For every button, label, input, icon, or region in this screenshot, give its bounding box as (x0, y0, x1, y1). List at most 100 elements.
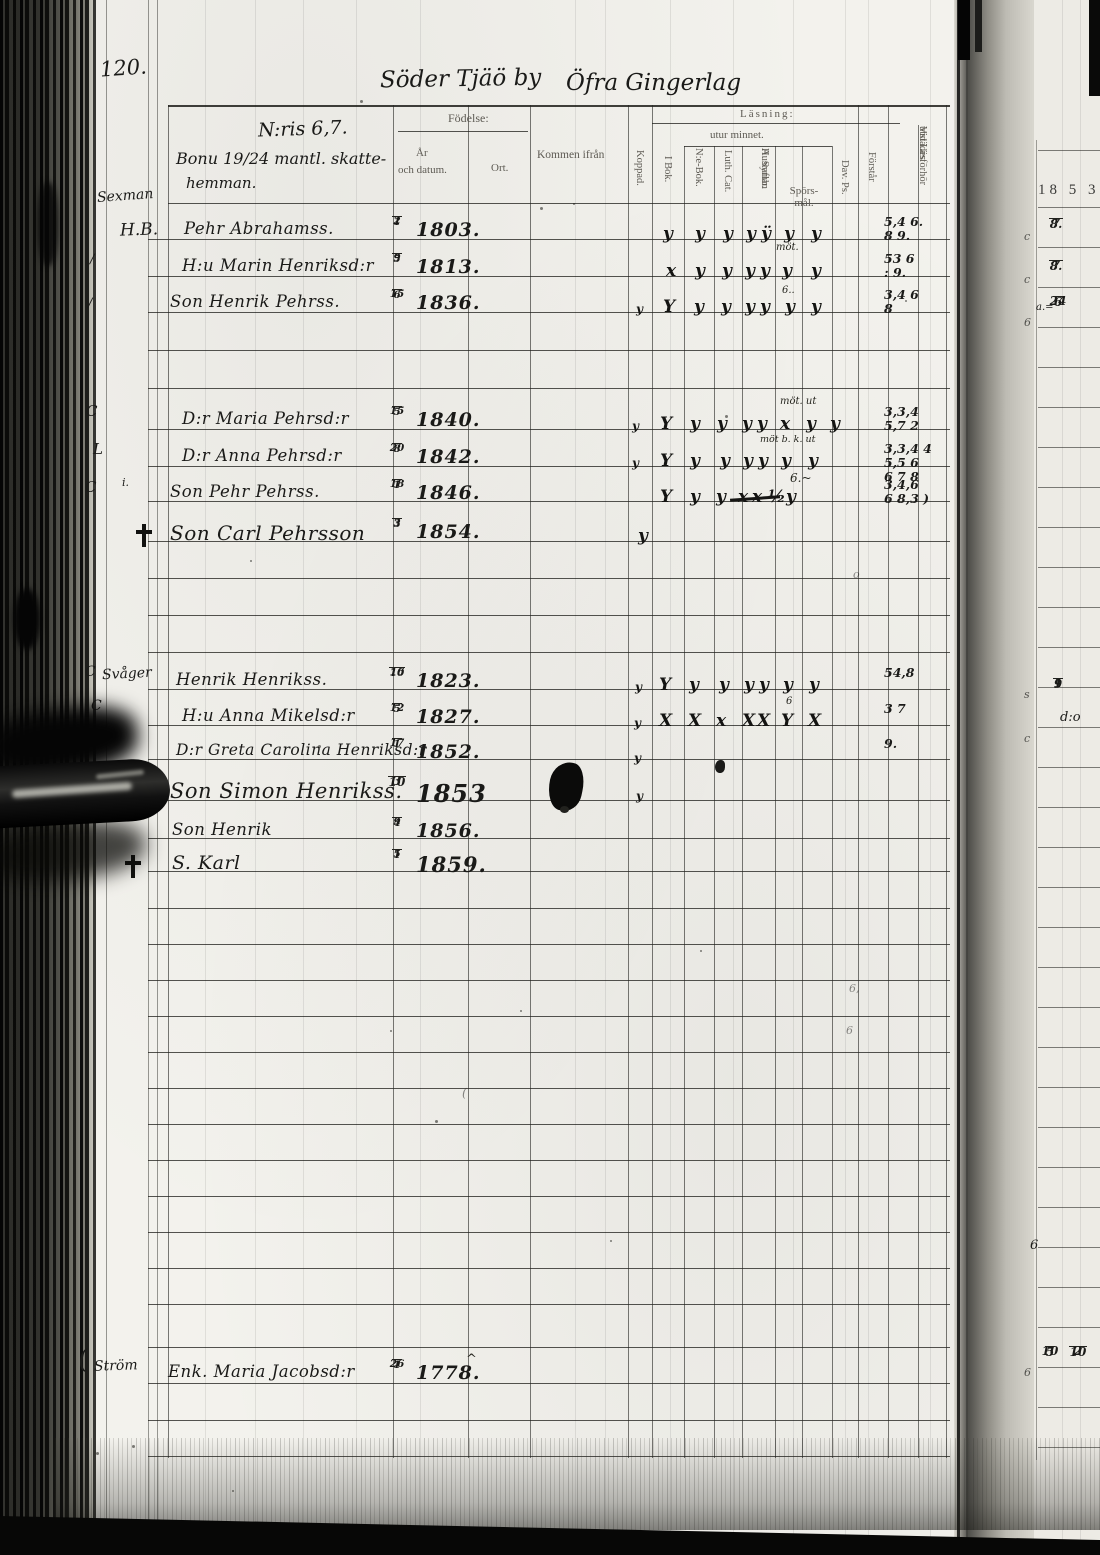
table-row-line (148, 908, 950, 909)
table-row-line (148, 239, 950, 240)
birth-day: 9 (393, 252, 401, 264)
dust-speck (700, 950, 702, 952)
table-column-line (393, 105, 394, 1458)
examination-mark: y (716, 487, 726, 507)
faint-pen-mark: ( (462, 1086, 467, 1100)
examination-mark: ÿ (761, 224, 771, 244)
row-name: Enk. Maria Jacobsd:r (168, 1362, 355, 1381)
dust-speck (573, 203, 575, 205)
adjacent-page-line (1038, 1087, 1100, 1088)
birth-month: 1 (392, 479, 402, 491)
grade-numbers: 3,4,6 (884, 477, 919, 492)
examination-mark: y (785, 297, 795, 317)
birth-year: 1856. (416, 820, 481, 842)
fraction-bottom: 6 (1052, 295, 1064, 309)
table-row-line (148, 1196, 950, 1197)
examination-mark: y (743, 451, 753, 471)
table-row-line (148, 1420, 950, 1421)
birth-month: 1 (392, 849, 402, 861)
table-row-line (148, 541, 950, 542)
adjacent-page-line (1038, 1207, 1100, 1208)
row-name: H:u Marin Henriksd:r (182, 256, 375, 275)
examination-mark: y (759, 675, 769, 695)
birth-day: 18 (389, 478, 405, 490)
table-row-line (148, 615, 950, 616)
row-annotation: möt. ut (780, 396, 817, 407)
row-name: D:r Greta Carolina Henriksd:r (176, 741, 427, 759)
film-scratch (845, 0, 846, 1555)
column-group-birth: Födelse: (448, 111, 489, 125)
table-row-line (148, 871, 950, 872)
faint-pen-mark: o (853, 568, 860, 581)
margin-note: L (93, 440, 103, 458)
examination-mark: X (742, 711, 756, 731)
film-noise-band (55, 1438, 1100, 1530)
birth-month: 6 (392, 289, 402, 301)
examination-mark: y (782, 261, 792, 281)
adjacent-page-line (1038, 1047, 1100, 1048)
table-row-line (148, 800, 950, 801)
examination-mark: y (695, 261, 705, 281)
birth-year: 1823. (416, 670, 481, 692)
birth-year: 1836. (416, 292, 481, 314)
examination-mark: x (716, 711, 727, 731)
examination-mark: y (722, 261, 732, 281)
film-scratch (205, 0, 206, 1555)
birth-year: 1854. (416, 521, 481, 543)
gutter-side-letter: c (1024, 273, 1031, 286)
column-year-label-2: och datum. (398, 164, 447, 176)
film-scratch (793, 0, 794, 1555)
adjacent-page-line (1038, 150, 1100, 151)
grade-numbers: : 9. (884, 265, 907, 280)
examination-mark: y (783, 675, 793, 695)
column-group-reading: Läsning: (740, 108, 795, 120)
dust-speck (250, 560, 252, 562)
film-scratch (1080, 0, 1081, 1555)
table-row-line (148, 312, 950, 313)
table-row-line (148, 501, 950, 502)
fraction-top: 7 (1051, 258, 1061, 272)
film-scratch (1062, 0, 1063, 1555)
film-scratch (930, 0, 931, 1555)
grade-numbers: 8 9. (884, 228, 911, 243)
row-name: Pehr Abrahamss. (184, 219, 334, 238)
table-row-line (148, 1383, 950, 1384)
birth-year: 1853 (416, 779, 487, 808)
examination-mark: y (757, 414, 767, 434)
film-scratch (255, 0, 256, 1555)
examination-mark: y (635, 680, 642, 694)
table-row-line (148, 759, 950, 760)
column-header-symbolum: A. Symb. (759, 148, 770, 188)
fraction-bottom: 8. (1048, 259, 1064, 273)
row-name: Son Pehr Pehrss. (170, 482, 320, 501)
grade-numbers: 3,3,4 4 (884, 441, 932, 456)
column-year-label-1: År (416, 147, 428, 159)
adjacent-page-line (1038, 1167, 1100, 1168)
examination-mark: X (659, 711, 673, 731)
film-scratch (868, 0, 869, 1555)
adjacent-page-line (1038, 567, 1100, 568)
examination-mark: y (745, 297, 755, 317)
examination-mark: y (806, 414, 816, 434)
birth-year: 1813. (416, 256, 481, 278)
death-cross-mark (125, 855, 141, 878)
film-scratch (670, 0, 671, 1555)
grade-numbers: 3,4 6 (884, 287, 919, 302)
row-name: Son Carl Pehrsson (170, 521, 366, 545)
adjacent-page-line (1038, 847, 1100, 848)
examination-mark: y (636, 789, 643, 803)
gutter-shadow-line (966, 0, 968, 1555)
adjacent-page-line (1038, 1327, 1100, 1328)
row-name: D:r Anna Pehrsd:r (182, 446, 342, 465)
fraction-bottom: 9 (1052, 677, 1064, 691)
table-row-line (148, 652, 950, 653)
fraction-bottom: 5 (1044, 1345, 1056, 1359)
adjacent-page-line (1038, 727, 1100, 728)
dust-speck (390, 1030, 392, 1032)
row-name: Son Henrik Pehrss. (170, 292, 341, 311)
ink-dot (715, 760, 725, 773)
gutter-shadow-line (957, 0, 960, 1555)
dust-speck (435, 1120, 438, 1123)
grade-numbers: 5,4 6. (884, 214, 924, 229)
birth-year: 1852. (416, 741, 481, 763)
